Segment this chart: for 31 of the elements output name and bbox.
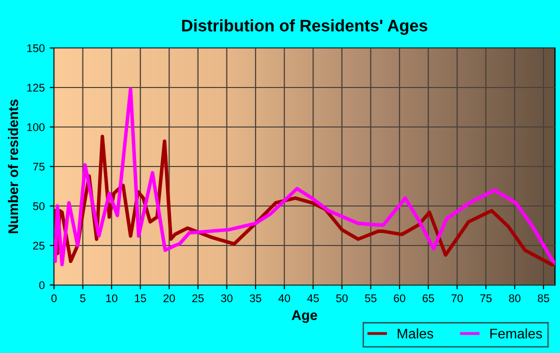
y-tick-label: 100 [27, 123, 45, 132]
chart-title: Distribution of Residents' Ages [182, 19, 428, 35]
y-tick-label: 75 [33, 162, 45, 171]
legend-label: Females [490, 328, 542, 339]
x-tick-label: 30 [221, 294, 233, 302]
x-tick-label: 10 [106, 294, 118, 302]
x-tick-label: 55 [364, 294, 376, 302]
y-tick-label: 150 [27, 44, 45, 52]
x-tick-label: 35 [250, 294, 262, 302]
x-tick-label: 25 [192, 294, 204, 302]
y-tick-label: 50 [33, 202, 45, 210]
x-axis-title: Age [292, 310, 318, 323]
x-tick-label: 85 [538, 294, 550, 302]
y-tick-label: 125 [27, 84, 45, 92]
line-series [54, 87, 555, 266]
x-tick-label: 15 [135, 294, 146, 302]
x-tick-label: 20 [164, 294, 175, 302]
x-tick-label: 80 [508, 294, 520, 302]
y-axis-title: Number of residents [8, 100, 18, 234]
x-tick-label: 70 [451, 294, 463, 302]
x-tick-label: 60 [394, 294, 406, 302]
y-tick-label: 25 [33, 242, 45, 250]
x-tick-label: 45 [307, 294, 319, 302]
x-tick-label: 5 [80, 294, 86, 302]
x-tick-label: 0 [51, 294, 57, 302]
legend-label: Males [398, 328, 434, 339]
x-tick-label: 75 [480, 294, 492, 302]
x-tick-label: 50 [336, 294, 348, 302]
y-tick-label: 0 [39, 281, 45, 290]
x-tick-label: 65 [422, 294, 434, 302]
x-tick-label: 40 [278, 294, 290, 302]
